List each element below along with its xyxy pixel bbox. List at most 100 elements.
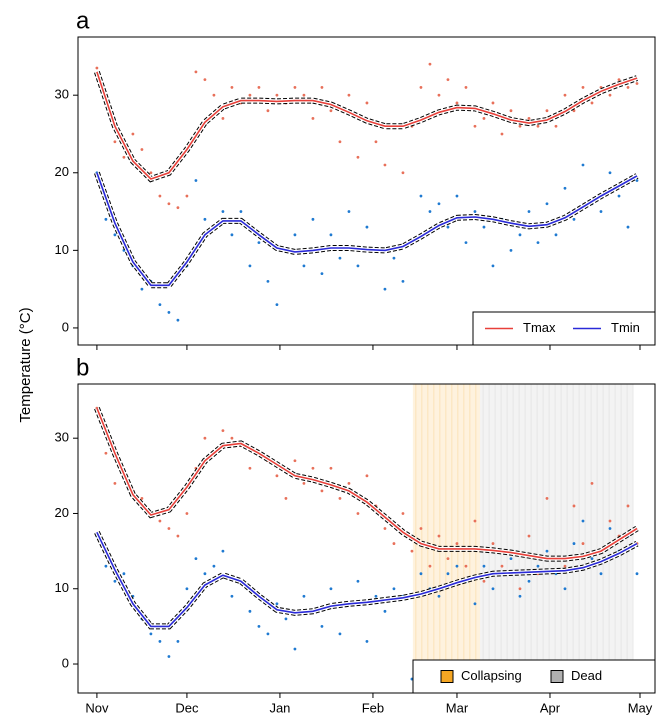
- point: [302, 481, 306, 485]
- x-tick-label: Feb: [362, 700, 384, 715]
- point: [635, 572, 639, 576]
- point: [176, 206, 180, 210]
- point: [392, 542, 396, 545]
- point: [581, 519, 585, 523]
- point: [221, 429, 225, 433]
- point: [635, 82, 639, 85]
- point: [185, 587, 189, 591]
- x-tick-label: May: [628, 700, 653, 715]
- point: [482, 225, 486, 229]
- point: [509, 557, 513, 561]
- panel-label: b: [76, 354, 89, 381]
- point: [419, 86, 423, 89]
- point: [302, 93, 306, 97]
- point: [311, 117, 315, 120]
- shaded-region: [412, 384, 481, 693]
- point: [248, 466, 252, 470]
- point: [95, 66, 99, 70]
- point: [536, 241, 540, 244]
- point: [284, 497, 288, 500]
- point: [158, 519, 162, 523]
- point: [563, 564, 567, 568]
- point: [554, 124, 558, 128]
- point: [572, 504, 576, 508]
- point: [230, 86, 234, 89]
- point: [473, 602, 477, 606]
- legend-swatch: [550, 670, 564, 683]
- point: [446, 557, 450, 561]
- point: [338, 140, 342, 144]
- point: [302, 594, 306, 598]
- point: [383, 163, 387, 167]
- fit-band: [95, 172, 638, 288]
- point: [113, 233, 117, 237]
- point: [599, 210, 603, 213]
- point: [140, 287, 144, 291]
- point: [113, 140, 117, 144]
- point: [518, 594, 522, 598]
- point: [455, 564, 459, 568]
- point: [482, 564, 486, 568]
- fit-line: [96, 407, 638, 560]
- point: [581, 163, 585, 167]
- x-tick-label: Mar: [446, 700, 469, 715]
- legend-label: Collapsing: [461, 668, 522, 683]
- point: [257, 86, 261, 89]
- point: [221, 117, 225, 120]
- point: [419, 572, 423, 576]
- point: [509, 248, 513, 252]
- point: [401, 279, 405, 283]
- point: [473, 210, 477, 213]
- point: [176, 318, 180, 322]
- point: [518, 124, 522, 128]
- point: [185, 194, 189, 198]
- y-tick-label: 20: [55, 505, 69, 520]
- point: [455, 101, 459, 105]
- point: [365, 225, 369, 229]
- point: [572, 217, 576, 221]
- point: [536, 124, 540, 128]
- point: [248, 609, 252, 613]
- plot-frame: [77, 36, 656, 346]
- point: [473, 124, 477, 128]
- point: [230, 436, 234, 440]
- point: [446, 225, 450, 229]
- x-tick-label: Apr: [540, 700, 561, 715]
- point: [500, 564, 504, 568]
- point: [248, 93, 252, 97]
- plot-frame: [77, 383, 656, 694]
- x-tick-label: Dec: [175, 700, 199, 715]
- point: [617, 78, 621, 82]
- point: [626, 225, 630, 229]
- point: [599, 572, 603, 576]
- point: [545, 202, 549, 206]
- point: [626, 504, 630, 508]
- point: [293, 647, 297, 651]
- point: [365, 101, 369, 105]
- point: [473, 519, 477, 523]
- point: [527, 117, 531, 120]
- point: [545, 109, 549, 113]
- point: [212, 93, 216, 97]
- fit-line: [96, 531, 638, 628]
- point: [491, 587, 495, 591]
- point: [230, 594, 234, 598]
- point: [212, 564, 216, 568]
- point: [347, 93, 351, 97]
- fit-line: [96, 71, 638, 180]
- point: [167, 202, 171, 206]
- x-tick-label: Nov: [85, 700, 109, 715]
- point: [392, 587, 396, 591]
- point: [572, 542, 576, 545]
- point: [311, 217, 315, 221]
- x-tick-label: Jan: [269, 700, 290, 715]
- point: [203, 436, 207, 440]
- y-tick-label: 20: [55, 164, 69, 179]
- point: [320, 624, 324, 628]
- point: [608, 171, 612, 175]
- point: [464, 564, 468, 568]
- point: [563, 186, 567, 190]
- point: [248, 264, 252, 268]
- point: [365, 640, 369, 643]
- legend-swatch: [440, 670, 454, 683]
